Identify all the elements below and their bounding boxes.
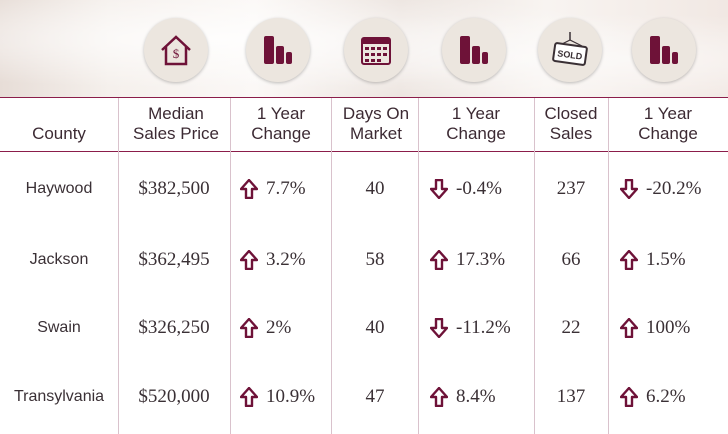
county-name: Haywood	[25, 180, 93, 197]
sold-sign-text: SOLD	[557, 48, 584, 61]
days-on-market: 40	[365, 178, 385, 199]
arrow-up-icon	[240, 250, 258, 270]
median-sales-price: $326,250	[138, 317, 210, 338]
price-change: 10.9%	[240, 382, 330, 412]
column-divider	[418, 98, 419, 434]
calendar-icon	[344, 18, 408, 82]
closed-sales: 137	[556, 386, 586, 407]
header-price-change: 1 Year Change	[251, 104, 311, 143]
county-name: Jackson	[29, 251, 89, 268]
days-on-market: 47	[365, 386, 385, 407]
svg-text:$: $	[173, 46, 180, 61]
arrow-up-icon	[620, 318, 638, 338]
closed-change: -20.2%	[620, 174, 726, 204]
price-change: 2%	[240, 313, 330, 343]
sold-sign-icon: SOLD	[538, 18, 602, 82]
arrow-up-icon	[620, 250, 638, 270]
price-change: 3.2%	[240, 245, 330, 275]
days-on-market: 58	[365, 249, 385, 270]
change-value: 2%	[266, 317, 292, 338]
closed-change: 1.5%	[620, 245, 726, 275]
median-sales-price: $362,495	[138, 249, 210, 270]
header-county: County	[32, 124, 86, 143]
dom-change: 8.4%	[430, 382, 530, 412]
change-value: -20.2%	[646, 178, 702, 199]
arrow-up-icon	[240, 387, 258, 407]
arrow-up-icon	[430, 387, 448, 407]
arrow-down-icon	[430, 318, 448, 338]
bar-chart-icon	[632, 18, 696, 82]
header-closed-sales: Closed Sales	[544, 104, 598, 143]
header-top-rule	[0, 97, 728, 98]
closed-change: 100%	[620, 313, 726, 343]
dom-change: -11.2%	[430, 313, 530, 343]
change-value: 1.5%	[646, 249, 686, 270]
median-sales-price: $382,500	[138, 178, 210, 199]
column-divider	[534, 98, 535, 434]
header-closed-change: 1 Year Change	[638, 104, 698, 143]
arrow-down-icon	[620, 179, 638, 199]
dom-change: -0.4%	[430, 174, 530, 204]
change-value: 10.9%	[266, 386, 316, 407]
closed-sales: 22	[561, 317, 581, 338]
header-dom-change: 1 Year Change	[446, 104, 506, 143]
change-value: 6.2%	[646, 386, 686, 407]
median-sales-price: $520,000	[138, 386, 210, 407]
arrow-up-icon	[430, 250, 448, 270]
bar-chart-icon	[246, 18, 310, 82]
arrow-up-icon	[240, 179, 258, 199]
change-value: 7.7%	[266, 178, 306, 199]
closed-change: 6.2%	[620, 382, 726, 412]
column-divider	[230, 98, 231, 434]
header-median-sales-price: Median Sales Price	[133, 104, 219, 143]
column-divider	[118, 98, 119, 434]
closed-sales: 237	[556, 178, 586, 199]
county-name: Swain	[37, 319, 81, 336]
change-value: -11.2%	[456, 317, 511, 338]
days-on-market: 40	[365, 317, 385, 338]
column-divider	[331, 98, 332, 434]
closed-sales: 66	[561, 249, 581, 270]
county-name: Transylvania	[13, 388, 105, 405]
price-change: 7.7%	[240, 174, 330, 204]
column-divider	[608, 98, 609, 434]
arrow-up-icon	[240, 318, 258, 338]
change-value: -0.4%	[456, 178, 502, 199]
change-value: 100%	[646, 317, 691, 338]
house-dollar-icon: $	[144, 18, 208, 82]
header-days-on-market: Days On Market	[342, 104, 410, 143]
change-value: 17.3%	[456, 249, 506, 270]
arrow-up-icon	[620, 387, 638, 407]
header-bottom-rule	[0, 151, 728, 152]
header-banner: $ SOLD	[0, 0, 728, 98]
arrow-down-icon	[430, 179, 448, 199]
bar-chart-icon	[442, 18, 506, 82]
dom-change: 17.3%	[430, 245, 530, 275]
change-value: 3.2%	[266, 249, 306, 270]
change-value: 8.4%	[456, 386, 496, 407]
